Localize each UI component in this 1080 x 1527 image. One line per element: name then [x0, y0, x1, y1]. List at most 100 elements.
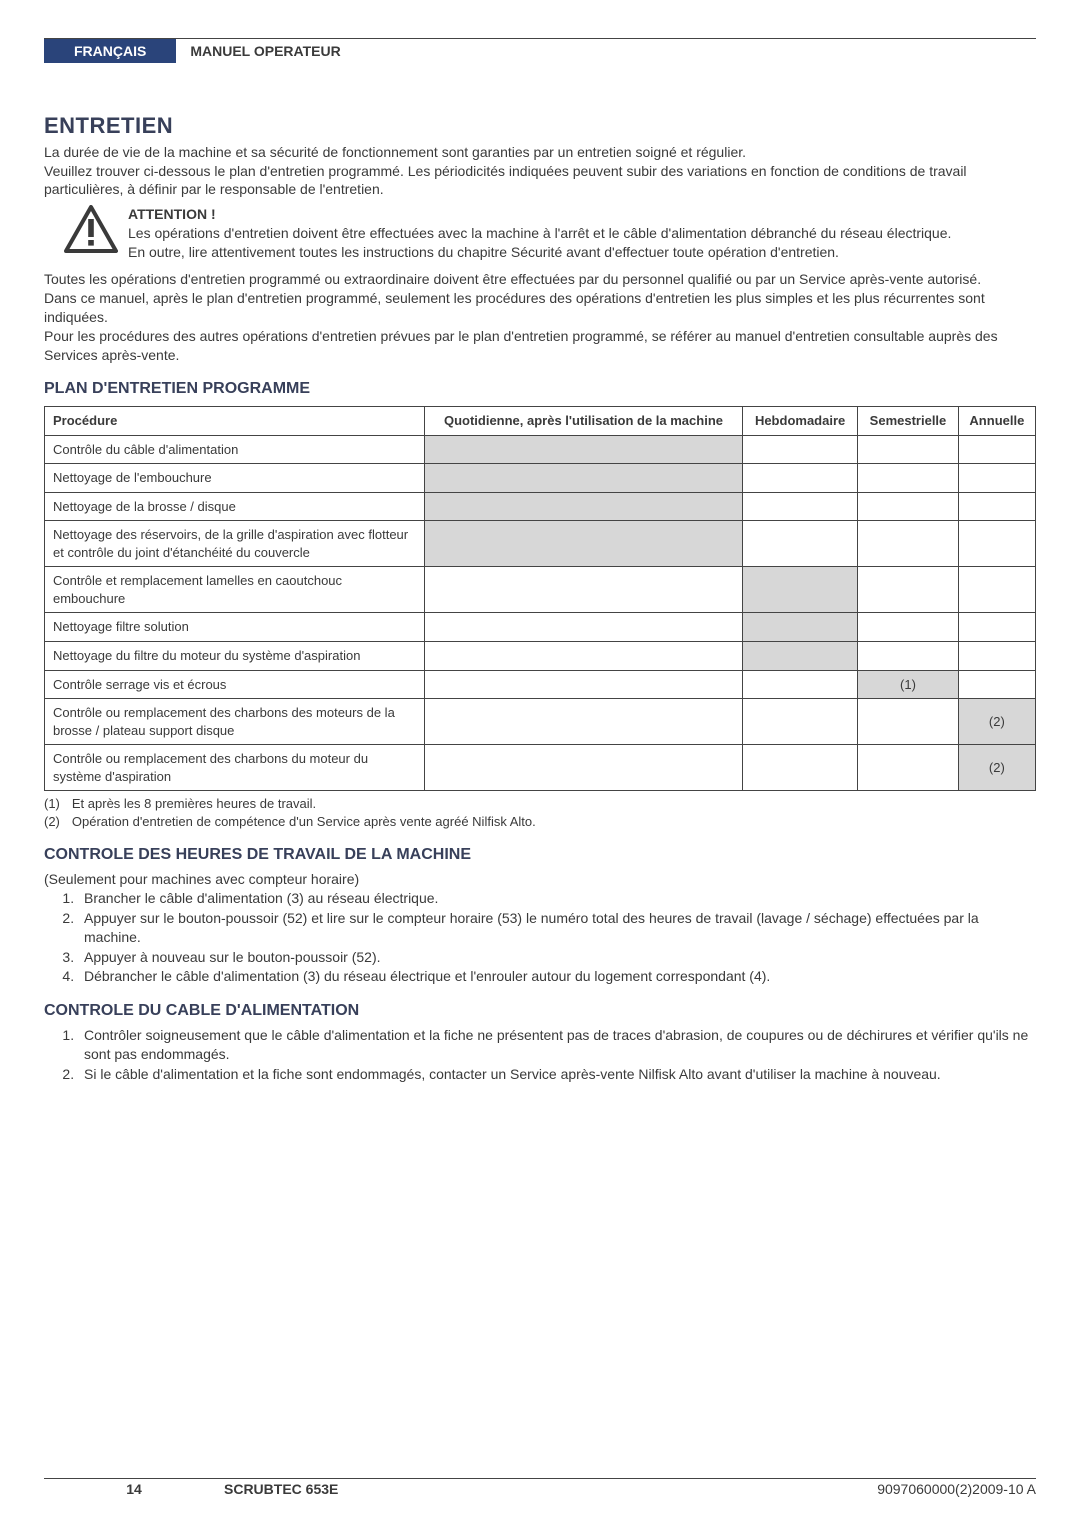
- plan-title: PLAN D'ENTRETIEN PROGRAMME: [44, 378, 1036, 400]
- cell-procedure: Nettoyage des réservoirs, de la grille d…: [45, 521, 425, 567]
- warning-icon: [64, 205, 118, 262]
- cell: [742, 567, 857, 613]
- cell: (1): [858, 670, 959, 699]
- cell: [425, 745, 743, 791]
- header-bar: FRANÇAIS MANUEL OPERATEUR: [44, 39, 1036, 63]
- table-row: Nettoyage de l'embouchure: [45, 464, 1036, 493]
- cell: [425, 670, 743, 699]
- col-procedure: Procédure: [45, 407, 425, 436]
- footnote-2-t: Opération d'entretien de compétence d'un…: [72, 813, 536, 831]
- list-item: Brancher le câble d'alimentation (3) au …: [78, 889, 1036, 908]
- cell: [958, 670, 1035, 699]
- cell: [958, 642, 1035, 671]
- cell-procedure: Contrôle ou remplacement des charbons du…: [45, 745, 425, 791]
- cell: [742, 699, 857, 745]
- list-item: Si le câble d'alimentation et la fiche s…: [78, 1065, 1036, 1084]
- cell: [425, 699, 743, 745]
- cell: (2): [958, 699, 1035, 745]
- col-weekly: Hebdomadaire: [742, 407, 857, 436]
- cell: [858, 699, 959, 745]
- cell: [742, 435, 857, 464]
- col-semiannual: Semestrielle: [858, 407, 959, 436]
- table-row: Contrôle et remplacement lamelles en cao…: [45, 567, 1036, 613]
- table-header-row: Procédure Quotidienne, après l'utilisati…: [45, 407, 1036, 436]
- cable-steps: Contrôler soigneusement que le câble d'a…: [44, 1026, 1036, 1084]
- cell: [958, 464, 1035, 493]
- cell-procedure: Contrôle du câble d'alimentation: [45, 435, 425, 464]
- cell: [858, 492, 959, 521]
- hours-intro: (Seulement pour machines avec compteur h…: [44, 870, 1036, 889]
- cell: [958, 492, 1035, 521]
- table-row: Contrôle du câble d'alimentation: [45, 435, 1036, 464]
- post-attention-p1: Toutes les opérations d'entretien progra…: [44, 270, 1036, 289]
- cell: [425, 521, 743, 567]
- cell: [425, 464, 743, 493]
- cell: [958, 567, 1035, 613]
- footer-model: SCRUBTEC 653E: [224, 1481, 338, 1497]
- col-annual: Annuelle: [958, 407, 1035, 436]
- table-row: Nettoyage de la brosse / disque: [45, 492, 1036, 521]
- attention-line1: Les opérations d'entretien doivent être …: [128, 224, 1036, 243]
- cell: [742, 521, 857, 567]
- cell: [858, 745, 959, 791]
- list-item: Appuyer sur le bouton-poussoir (52) et l…: [78, 909, 1036, 947]
- manual-title: MANUEL OPERATEUR: [176, 39, 354, 63]
- list-item: Appuyer à nouveau sur le bouton-poussoir…: [78, 948, 1036, 967]
- footer-docref: 9097060000(2)2009-10 A: [877, 1481, 1036, 1497]
- list-item: Débrancher le câble d'alimentation (3) d…: [78, 967, 1036, 986]
- attention-block: ATTENTION ! Les opérations d'entretien d…: [44, 205, 1036, 262]
- cell: [958, 613, 1035, 642]
- list-item: Contrôler soigneusement que le câble d'a…: [78, 1026, 1036, 1064]
- table-row: Nettoyage filtre solution: [45, 613, 1036, 642]
- footnote-2-n: (2): [44, 813, 60, 831]
- post-attention-p3: Pour les procédures des autres opération…: [44, 327, 1036, 365]
- table-footnotes: (1) Et après les 8 premières heures de tr…: [44, 795, 1036, 830]
- cell: [958, 435, 1035, 464]
- cell-procedure: Nettoyage du filtre du moteur du système…: [45, 642, 425, 671]
- cell: [858, 521, 959, 567]
- cell: [742, 642, 857, 671]
- post-attention-p2: Dans ce manuel, après le plan d'entretie…: [44, 289, 1036, 327]
- cell-procedure: Nettoyage de la brosse / disque: [45, 492, 425, 521]
- table-row: Contrôle serrage vis et écrous(1): [45, 670, 1036, 699]
- table-row: Contrôle ou remplacement des charbons du…: [45, 745, 1036, 791]
- cable-title: CONTROLE DU CABLE D'ALIMENTATION: [44, 1000, 1036, 1022]
- cell: [742, 670, 857, 699]
- cell: [958, 521, 1035, 567]
- hours-steps: Brancher le câble d'alimentation (3) au …: [44, 889, 1036, 986]
- cell: [425, 492, 743, 521]
- cell-procedure: Contrôle ou remplacement des charbons de…: [45, 699, 425, 745]
- cell-procedure: Contrôle et remplacement lamelles en cao…: [45, 567, 425, 613]
- table-row: Nettoyage des réservoirs, de la grille d…: [45, 521, 1036, 567]
- footnote-1-n: (1): [44, 795, 60, 813]
- cell: [858, 567, 959, 613]
- cell: [742, 492, 857, 521]
- cell-procedure: Nettoyage de l'embouchure: [45, 464, 425, 493]
- cell: [425, 642, 743, 671]
- page-footer: 14 SCRUBTEC 653E 9097060000(2)2009-10 A: [44, 1478, 1036, 1497]
- cell: (2): [958, 745, 1035, 791]
- cell: [858, 435, 959, 464]
- cell: [742, 745, 857, 791]
- cell: [425, 613, 743, 642]
- maintenance-table: Procédure Quotidienne, après l'utilisati…: [44, 406, 1036, 791]
- footer-page-number: 14: [44, 1481, 224, 1497]
- cell: [858, 464, 959, 493]
- entretien-p1: La durée de vie de la machine et sa sécu…: [44, 143, 1036, 162]
- col-daily: Quotidienne, après l'utilisation de la m…: [425, 407, 743, 436]
- cell: [425, 435, 743, 464]
- cell: [742, 613, 857, 642]
- attention-line2: En outre, lire attentivement toutes les …: [128, 243, 1036, 262]
- footnote-1-t: Et après les 8 premières heures de trava…: [72, 795, 316, 813]
- language-tab: FRANÇAIS: [44, 39, 176, 63]
- attention-label: ATTENTION !: [128, 205, 1036, 224]
- cell: [425, 567, 743, 613]
- table-row: Contrôle ou remplacement des charbons de…: [45, 699, 1036, 745]
- cell: [858, 642, 959, 671]
- entretien-p2: Veuillez trouver ci-dessous le plan d'en…: [44, 162, 1036, 200]
- section-entretien-title: ENTRETIEN: [44, 111, 1036, 141]
- cell-procedure: Nettoyage filtre solution: [45, 613, 425, 642]
- cell: [858, 613, 959, 642]
- hours-title: CONTROLE DES HEURES DE TRAVAIL DE LA MAC…: [44, 844, 1036, 866]
- table-row: Nettoyage du filtre du moteur du système…: [45, 642, 1036, 671]
